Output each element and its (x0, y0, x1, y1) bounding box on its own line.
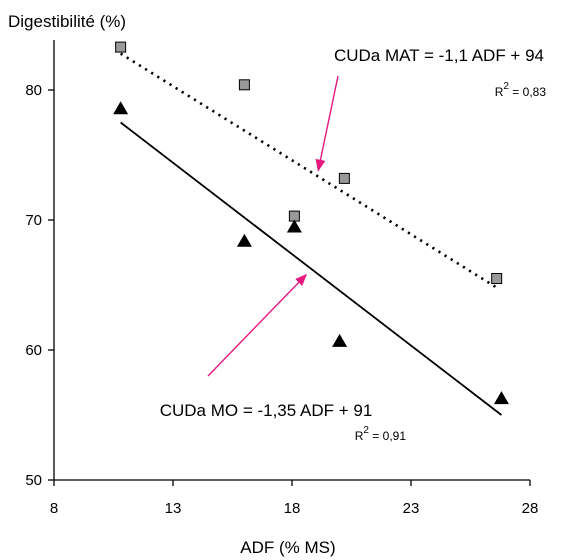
fit-line-mo (120, 121, 502, 416)
y-tick-label: 60 (25, 342, 42, 359)
square-point (338, 172, 350, 184)
triangle-point (493, 391, 509, 405)
triangle-point (286, 219, 302, 233)
mat-r2: R2 = 0,83 (495, 81, 547, 99)
fit-line-mat (119, 52, 498, 289)
mo-r2-base: R (355, 429, 364, 443)
mat-equation: CUDa MAT = -1,1 ADF + 94 (334, 46, 544, 65)
mo-r2: R2 = 0,91 (355, 425, 407, 443)
mat-r2-exp: 2 (503, 81, 509, 92)
x-tick-label: 18 (284, 500, 301, 517)
fit-lines (119, 52, 502, 416)
x-tick-label: 28 (522, 500, 539, 517)
square-point (491, 273, 503, 284)
x-tick-label: 13 (165, 500, 182, 517)
triangle-point (332, 333, 348, 347)
y-tick-label: 50 (25, 472, 42, 489)
triangle-point (236, 233, 252, 247)
square-point (238, 79, 250, 91)
x-tick-label: 23 (403, 500, 420, 517)
square-point (115, 41, 127, 53)
data-points (113, 41, 509, 405)
y-axis-label: Digestibilité (%) (8, 12, 126, 31)
mat-r2-base: R (495, 85, 504, 99)
y-tick-label: 70 (25, 212, 42, 229)
mo-r2-exp: 2 (363, 425, 369, 436)
mat-r2-value: = 0,83 (509, 85, 546, 99)
annotation-arrow (207, 273, 307, 377)
y-tick-label: 80 (25, 82, 42, 99)
mo-equation: CUDa MO = -1,35 ADF + 91 (160, 401, 373, 420)
annotation-arrow (315, 75, 339, 172)
x-axis-label: ADF (% MS) (240, 538, 335, 557)
triangle-point (113, 101, 129, 115)
annotation-arrows (207, 75, 339, 377)
mo-r2-value: = 0,91 (369, 429, 406, 443)
x-tick-label: 8 (50, 500, 58, 517)
axis-ticks: 8 13 18 23 28 50 60 70 80 (25, 82, 538, 517)
